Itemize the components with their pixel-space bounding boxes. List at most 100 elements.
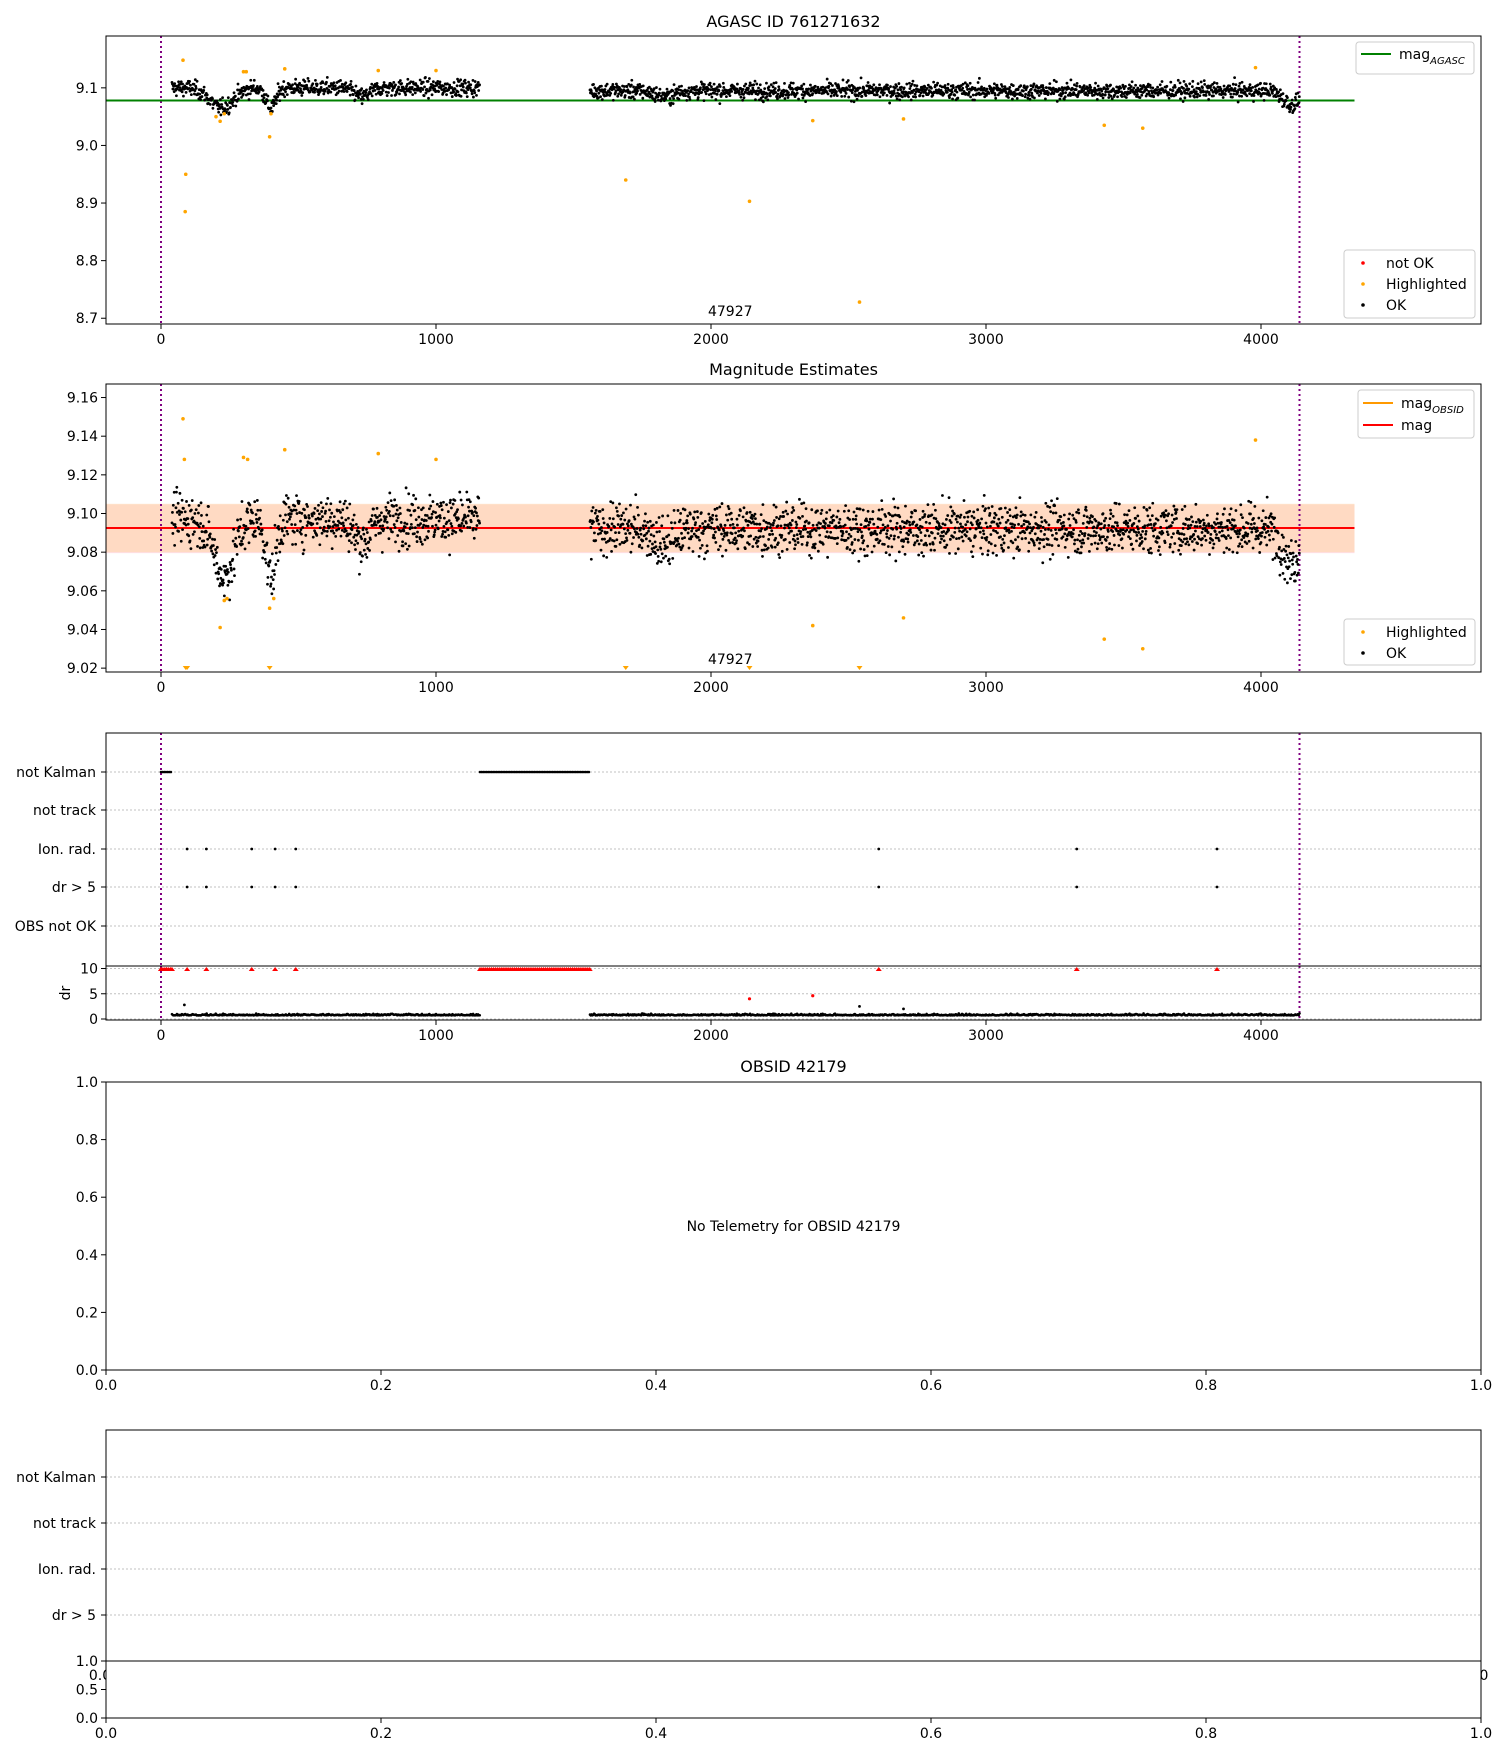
ok-point bbox=[786, 512, 789, 516]
ok-point bbox=[742, 96, 746, 100]
ok-point bbox=[740, 90, 744, 93]
ok-point bbox=[857, 559, 861, 563]
ok-point bbox=[839, 525, 843, 529]
ok-point bbox=[726, 505, 730, 508]
ok-point bbox=[677, 542, 681, 546]
ok-point bbox=[396, 534, 400, 537]
ok-point bbox=[688, 512, 692, 516]
ok-point bbox=[892, 89, 896, 93]
ok-point bbox=[918, 528, 921, 532]
ok-point bbox=[337, 509, 341, 512]
ok-point bbox=[1127, 509, 1131, 513]
ok-point bbox=[1001, 537, 1005, 541]
ok-point bbox=[336, 524, 340, 527]
ok-point bbox=[1026, 520, 1030, 524]
ok-point bbox=[403, 521, 407, 525]
ok-point bbox=[794, 520, 798, 524]
ok-point bbox=[442, 84, 445, 88]
ok-point bbox=[815, 523, 819, 527]
ok-point bbox=[840, 94, 844, 98]
ok-point bbox=[1266, 529, 1270, 533]
ok-point bbox=[1223, 93, 1227, 96]
ok-point bbox=[233, 94, 237, 98]
ok-point bbox=[1076, 538, 1079, 542]
ok-point bbox=[273, 523, 277, 527]
ok-point bbox=[1289, 107, 1292, 111]
ok-point bbox=[892, 497, 895, 501]
ok-point bbox=[735, 539, 738, 543]
ok-point bbox=[943, 84, 947, 87]
ok-point bbox=[1188, 526, 1192, 530]
ok-point bbox=[435, 83, 439, 87]
ok-point bbox=[882, 91, 886, 95]
ok-point bbox=[1183, 96, 1187, 100]
ok-point bbox=[1051, 533, 1054, 537]
ok-point bbox=[252, 521, 255, 525]
ok-point bbox=[1273, 516, 1277, 520]
ok-point bbox=[1297, 571, 1300, 575]
ok-point bbox=[1195, 525, 1199, 528]
ok-point bbox=[330, 547, 334, 551]
ok-point bbox=[255, 517, 258, 521]
ok-point bbox=[286, 496, 290, 500]
ok-point bbox=[1179, 552, 1182, 556]
ok-point bbox=[1146, 514, 1150, 518]
ok-point bbox=[323, 511, 327, 515]
ok-point bbox=[274, 551, 278, 555]
ok-point bbox=[851, 517, 855, 521]
ok-point bbox=[476, 80, 480, 84]
ok-point bbox=[962, 499, 966, 502]
ok-point bbox=[1071, 513, 1075, 517]
ok-point bbox=[987, 506, 991, 510]
highlighted-point bbox=[267, 606, 272, 611]
ok-point bbox=[846, 88, 850, 91]
flag-point bbox=[250, 847, 254, 851]
ok-point bbox=[648, 539, 652, 543]
ok-point bbox=[258, 516, 261, 520]
ok-point bbox=[219, 567, 223, 571]
ok-point bbox=[1260, 519, 1264, 523]
ok-point bbox=[1249, 512, 1252, 516]
highlighted-point bbox=[376, 451, 381, 456]
ok-point bbox=[226, 570, 230, 574]
ok-point bbox=[808, 553, 811, 557]
ok-point bbox=[1059, 522, 1063, 525]
ok-point bbox=[221, 578, 225, 582]
ok-point bbox=[194, 508, 198, 511]
ok-point bbox=[870, 85, 874, 89]
ok-point bbox=[648, 85, 651, 89]
ok-point bbox=[879, 531, 882, 535]
ok-point bbox=[796, 541, 800, 544]
ok-point bbox=[743, 547, 747, 550]
ok-point bbox=[886, 545, 890, 548]
ok-point bbox=[692, 86, 696, 89]
ok-point bbox=[249, 78, 253, 82]
ok-point bbox=[751, 520, 755, 524]
ok-point bbox=[431, 524, 434, 528]
y-tick-label: 9.1 bbox=[76, 81, 98, 97]
highlighted-clipped-marker bbox=[266, 666, 273, 670]
ok-point bbox=[384, 90, 388, 94]
y-tick-label: 0 bbox=[89, 1012, 98, 1028]
ok-point bbox=[894, 559, 898, 563]
ok-point bbox=[709, 92, 713, 96]
ok-point bbox=[673, 540, 676, 544]
ok-point bbox=[809, 83, 812, 87]
ok-point bbox=[1199, 519, 1203, 523]
ok-point bbox=[1259, 81, 1262, 85]
ok-point bbox=[885, 93, 889, 97]
ok-point bbox=[761, 100, 765, 104]
ok-point bbox=[741, 515, 745, 519]
ok-point bbox=[1286, 96, 1289, 99]
ok-point bbox=[1157, 536, 1161, 540]
ok-point bbox=[197, 511, 200, 515]
highlighted-point bbox=[218, 119, 222, 124]
ok-point bbox=[761, 95, 765, 99]
ok-point bbox=[1124, 96, 1128, 99]
ok-point bbox=[439, 504, 443, 507]
ok-point bbox=[614, 545, 618, 548]
ok-point bbox=[1251, 546, 1255, 550]
ok-point bbox=[632, 515, 636, 519]
ok-point bbox=[1170, 535, 1174, 539]
ok-point bbox=[840, 538, 844, 542]
